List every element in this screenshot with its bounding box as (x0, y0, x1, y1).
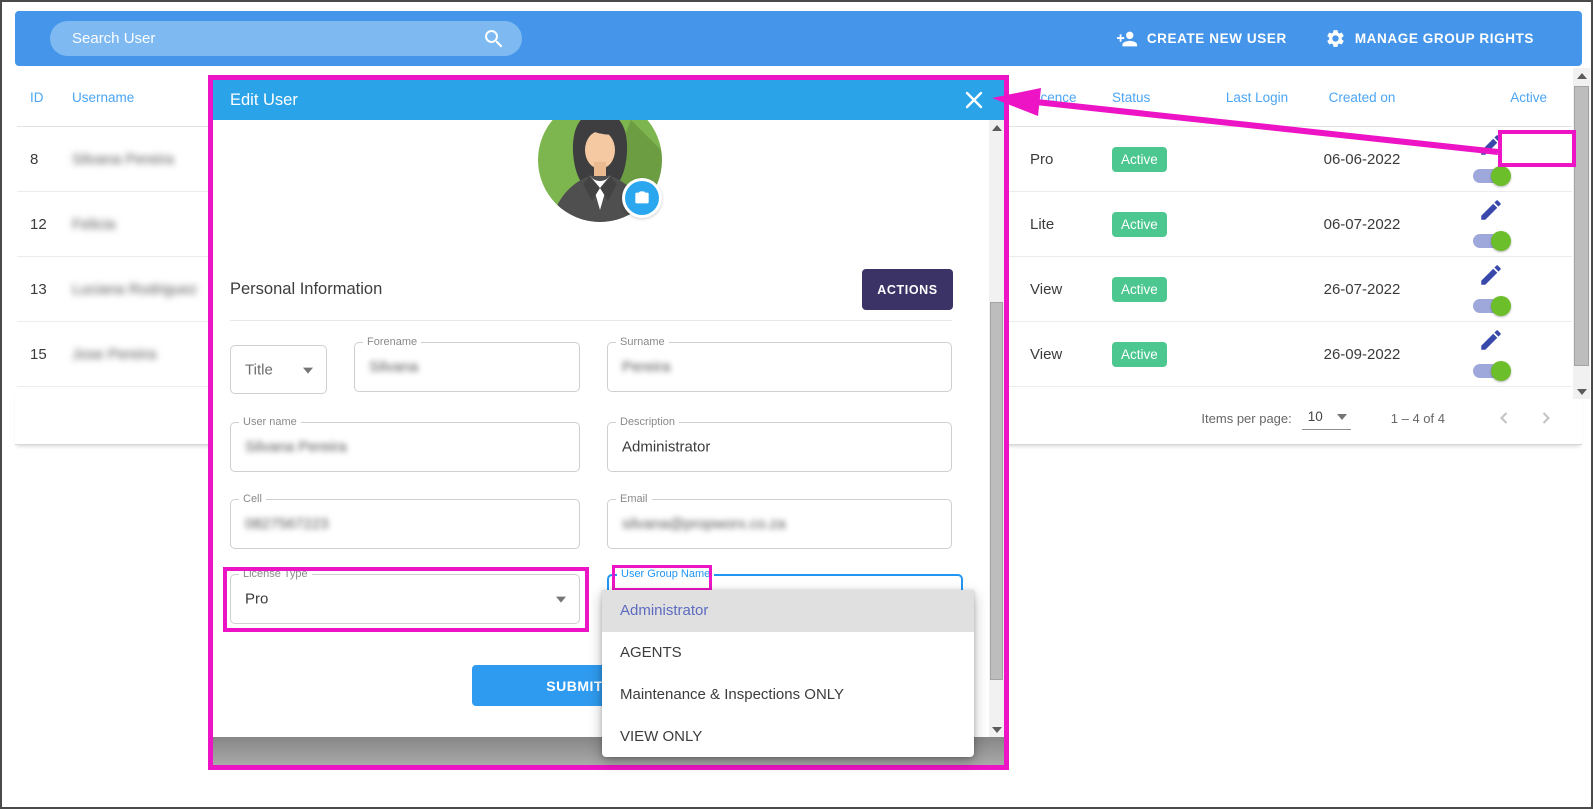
camera-icon (625, 181, 659, 215)
dropdown-option-agents[interactable]: AGENTS (620, 644, 682, 662)
chevron-right-icon (1542, 412, 1550, 424)
next-page-button[interactable] (1532, 404, 1560, 432)
active-toggle[interactable] (1473, 296, 1511, 316)
cell-id: 8 (30, 150, 39, 168)
forename-field[interactable]: Forename Silvana (354, 336, 580, 392)
items-per-page-select[interactable]: 10 (1301, 406, 1351, 430)
chevron-down-icon (1336, 413, 1347, 420)
dropdown-option-maintenance[interactable]: Maintenance & Inspections ONLY (620, 685, 845, 703)
table-scrollbar[interactable] (1573, 68, 1590, 399)
cell-active (1427, 327, 1572, 381)
active-toggle[interactable] (1473, 166, 1511, 186)
active-toggle[interactable] (1473, 231, 1511, 251)
create-new-user-button[interactable]: CREATE NEW USER (1116, 28, 1287, 50)
search-input[interactable]: Search User (50, 21, 522, 56)
title-select[interactable]: Title (230, 345, 327, 394)
gear-icon (1327, 30, 1344, 47)
status-badge: Active (1112, 341, 1167, 367)
cell-username: Luciana Rodriguez (72, 280, 198, 298)
cell-field[interactable]: Cell 0827567223 (230, 493, 580, 549)
scroll-down-icon[interactable] (989, 722, 1004, 737)
cell-created-on: 06-06-2022 (1323, 150, 1401, 168)
chevron-left-icon (1500, 412, 1508, 424)
status-badge: Active (1112, 276, 1167, 302)
cell-licence: Lite (1030, 215, 1055, 233)
avatar (538, 120, 662, 222)
cell-status: Active (1107, 276, 1217, 302)
user-group-dropdown: Administrator AGENTS Maintenance & Inspe… (602, 590, 974, 757)
modal-scrollbar[interactable] (989, 120, 1004, 737)
page-range-label: 1 – 4 of 4 (1390, 410, 1445, 426)
annotation-box-modal: Edit User (208, 75, 1009, 770)
person-add-icon (1116, 31, 1137, 46)
cell-created-on: 06-07-2022 (1323, 215, 1401, 233)
dropdown-option-administrator[interactable]: Administrator (602, 590, 974, 632)
modal-titlebar: Edit User (213, 80, 1004, 120)
cell-username: Felicia (72, 215, 116, 233)
email-field[interactable]: Email silvana@propworx.co.za (607, 493, 952, 549)
modal-title: Edit User (230, 90, 298, 109)
active-toggle[interactable] (1473, 361, 1511, 381)
cell-status: Active (1107, 211, 1217, 237)
edit-pencil-icon[interactable] (1478, 262, 1504, 288)
avatar-area (213, 120, 987, 242)
create-new-user-label: CREATE NEW USER (1146, 31, 1287, 46)
dropdown-option-view-only[interactable]: VIEW ONLY (620, 727, 703, 745)
divider (230, 320, 952, 321)
cell-licence: View (1030, 280, 1063, 298)
cell-active (1427, 132, 1572, 186)
edit-user-dialog: Edit User (213, 80, 1004, 765)
surname-field[interactable]: Surname Pereira (607, 336, 952, 392)
scrollbar-thumb[interactable] (990, 302, 1003, 680)
col-header-created-on[interactable]: Created on (1328, 89, 1396, 105)
cell-status: Active (1107, 341, 1217, 367)
edit-pencil-icon[interactable] (1478, 327, 1504, 353)
cell-active (1427, 197, 1572, 251)
description-field[interactable]: Description Administrator (607, 416, 952, 472)
col-header-username[interactable]: Username (72, 89, 135, 105)
license-type-select[interactable]: License Type Pro (230, 568, 580, 624)
actions-button[interactable]: ACTIONS (862, 269, 953, 310)
cell-created-on: 26-07-2022 (1323, 280, 1401, 298)
toolbar-actions: CREATE NEW USER MANAGE GROUP RIGHTS (1116, 11, 1534, 66)
edit-pencil-icon[interactable] (1478, 132, 1504, 158)
scroll-up-icon[interactable] (1573, 68, 1590, 83)
cell-created-on: 26-09-2022 (1323, 345, 1401, 363)
cell-licence: View (1030, 345, 1063, 363)
status-badge: Active (1112, 211, 1167, 237)
col-header-licence[interactable]: Licence (1030, 89, 1077, 105)
manage-group-rights-label: MANAGE GROUP RIGHTS (1354, 31, 1534, 46)
cell-id: 15 (30, 345, 47, 363)
cell-licence: Pro (1030, 150, 1054, 168)
search-icon[interactable] (482, 27, 506, 51)
status-badge: Active (1112, 146, 1167, 172)
app-toolbar: Search User CREATE NEW USER MANAGE GROUP… (15, 11, 1582, 66)
scrollbar-thumb[interactable] (1574, 86, 1589, 366)
cell-username: Jose Pereira (72, 345, 157, 363)
manage-group-rights-button[interactable]: MANAGE GROUP RIGHTS (1325, 28, 1534, 49)
cell-username: Silvana Pereira (72, 150, 174, 168)
cell-status: Active (1107, 146, 1217, 172)
items-per-page-value: 10 (1307, 409, 1323, 424)
col-header-id[interactable]: ID (30, 89, 44, 105)
items-per-page-label: Items per page: (1201, 410, 1292, 426)
close-icon[interactable] (964, 90, 984, 110)
edit-pencil-icon[interactable] (1478, 197, 1504, 223)
search-placeholder: Search User (72, 30, 156, 47)
chevron-down-icon (303, 367, 313, 374)
col-header-status[interactable]: Status (1112, 89, 1151, 105)
cell-id: 12 (30, 215, 47, 233)
col-header-active[interactable]: Active (1510, 89, 1547, 105)
cell-active (1427, 262, 1572, 316)
username-field[interactable]: User name Silvana Pereira (230, 416, 580, 472)
cell-id: 13 (30, 280, 47, 298)
chevron-down-icon (556, 596, 566, 603)
section-title: Personal Information (230, 280, 383, 298)
previous-page-button[interactable] (1490, 404, 1518, 432)
change-photo-button[interactable] (622, 178, 662, 218)
scroll-up-icon[interactable] (989, 120, 1004, 135)
col-header-last-login[interactable]: Last Login (1225, 89, 1289, 105)
scroll-down-icon[interactable] (1573, 384, 1590, 399)
